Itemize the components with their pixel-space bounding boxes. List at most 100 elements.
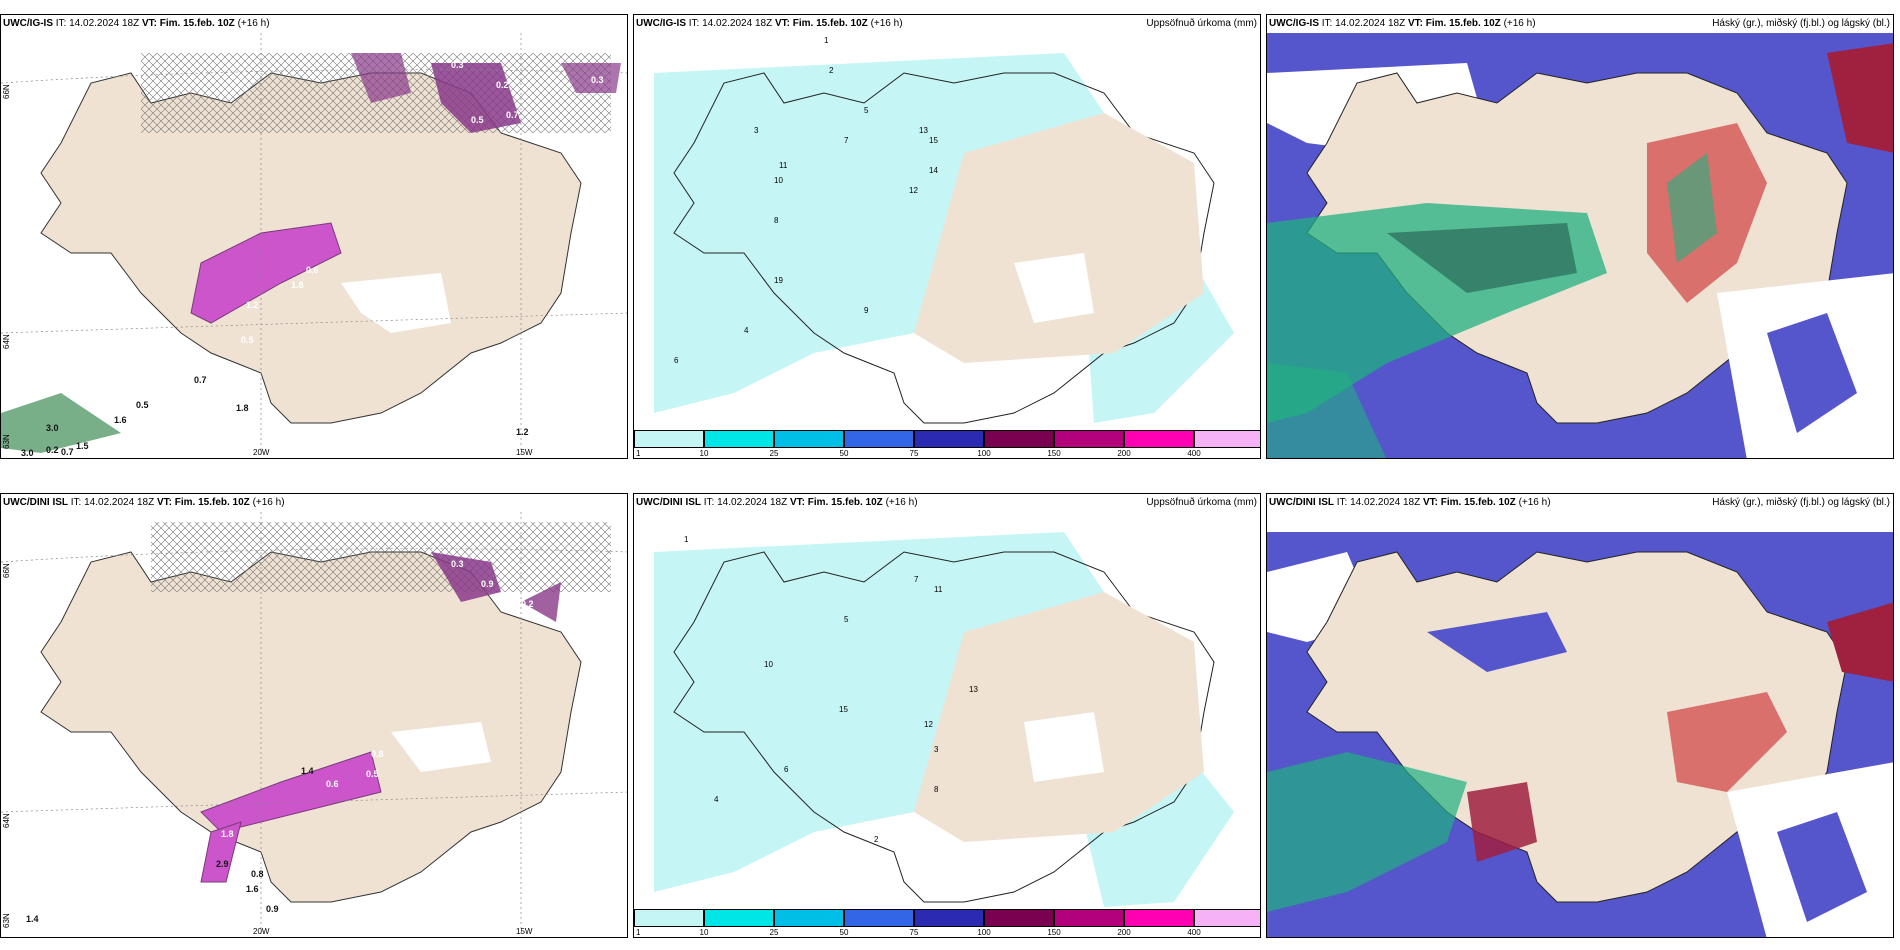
svg-text:0.3: 0.3: [451, 60, 464, 70]
svg-text:0.2: 0.2: [496, 80, 509, 90]
panel-title: UWC/IG-IS IT: 14.02.2024 18Z VT: Fim. 15…: [1269, 18, 1536, 29]
svg-text:1.2: 1.2: [516, 427, 529, 437]
svg-text:0.7: 0.7: [194, 375, 207, 385]
colorbar-cell: [774, 430, 844, 448]
svg-text:63N: 63N: [2, 913, 11, 928]
colorbar-cell: [1124, 909, 1194, 927]
map-panel-ig-wind: UWC/IG-IS IT: 14.02.2024 18Z VT: Fim. 15…: [0, 14, 628, 459]
svg-text:1.6: 1.6: [246, 884, 259, 894]
cloud-map: [1267, 512, 1893, 937]
svg-text:15W: 15W: [516, 448, 533, 457]
map-panel-dini-clouds: UWC/DINI ISL IT: 14.02.2024 18Z VT: Fim.…: [1266, 493, 1894, 938]
colorbar-cell: [774, 909, 844, 927]
svg-text:1.6: 1.6: [114, 415, 127, 425]
svg-text:0.6: 0.6: [326, 779, 339, 789]
colorbar-tick: 200: [1117, 928, 1131, 937]
svg-text:0.5: 0.5: [241, 335, 254, 345]
colorbar-cell: [1194, 430, 1260, 448]
svg-text:11: 11: [934, 585, 943, 594]
colorbar-tick: 50: [839, 928, 849, 937]
colorbar-cell: [1124, 430, 1194, 448]
precip-colorbar: 1 10 25 50 75 100 150 200 400: [634, 430, 1260, 458]
svg-text:3.0: 3.0: [21, 448, 34, 458]
colorbar-cell: [1054, 430, 1124, 448]
svg-text:3.0: 3.0: [46, 423, 59, 433]
precip-colorbar: 1 10 25 50 75 100 150 200 400: [634, 909, 1260, 937]
colorbar-tick: 10: [699, 928, 709, 937]
map-panel-ig-precip: UWC/IG-IS IT: 14.02.2024 18Z VT: Fim. 15…: [633, 14, 1261, 459]
svg-text:4: 4: [744, 326, 749, 335]
svg-text:1: 1: [824, 36, 829, 45]
svg-text:66N: 66N: [2, 84, 11, 99]
svg-text:0.2: 0.2: [46, 445, 59, 455]
svg-text:64N: 64N: [2, 334, 11, 349]
wind-snow-map: 66N 64N 63N 20W 15W 0.3 0.9 0.2 0.6 0.8 …: [1, 512, 627, 937]
svg-text:0.5: 0.5: [366, 769, 379, 779]
svg-text:1.5: 1.5: [76, 441, 89, 451]
svg-text:1: 1: [684, 535, 689, 544]
svg-text:6: 6: [674, 356, 679, 365]
panel-subtitle: Háský (gr.), miðský (fj.bl.) og lágský (…: [1712, 18, 1890, 29]
svg-text:20W: 20W: [253, 448, 270, 457]
colorbar-cell: [984, 430, 1054, 448]
colorbar-tick: 1: [636, 928, 641, 937]
colorbar-tick: 400: [1187, 928, 1201, 937]
svg-text:0.9: 0.9: [481, 579, 494, 589]
svg-text:0.7: 0.7: [61, 447, 74, 457]
colorbar-tick: 75: [909, 449, 919, 458]
svg-text:0.3: 0.3: [591, 75, 604, 85]
cloud-map: [1267, 33, 1893, 458]
map-panel-dini-precip: UWC/DINI ISL IT: 14.02.2024 18Z VT: Fim.…: [633, 493, 1261, 938]
svg-text:8: 8: [934, 785, 939, 794]
svg-text:0.7: 0.7: [506, 110, 519, 120]
svg-text:9: 9: [864, 306, 869, 315]
colorbar-cell: [844, 430, 914, 448]
svg-text:1.8: 1.8: [236, 403, 249, 413]
colorbar-cell: [844, 909, 914, 927]
panel-subtitle: Uppsöfnuð úrkoma (mm): [1146, 18, 1257, 29]
precip-map: 1 2 3 5 7 8 10 11 12 13 15 4 6: [634, 512, 1260, 912]
svg-text:8: 8: [774, 216, 779, 225]
svg-text:13: 13: [969, 685, 978, 694]
svg-text:0.8: 0.8: [371, 749, 384, 759]
svg-text:0.9: 0.9: [266, 904, 279, 914]
svg-text:7: 7: [844, 136, 849, 145]
colorbar-cell: [704, 909, 774, 927]
svg-text:1.2: 1.2: [246, 300, 259, 310]
colorbar-tick: 75: [909, 928, 919, 937]
colorbar-tick: 50: [839, 449, 849, 458]
colorbar-cell: [1054, 909, 1124, 927]
colorbar-tick: 100: [977, 449, 991, 458]
wind-snow-map: 66N 64N 63N 20W 15W 0.3 0.2 0.3 0.5 0.7 …: [1, 33, 627, 458]
colorbar-tick: 150: [1047, 928, 1061, 937]
svg-text:0.5: 0.5: [471, 115, 484, 125]
colorbar-cell: [704, 430, 774, 448]
panel-title: UWC/IG-IS IT: 14.02.2024 18Z VT: Fim. 15…: [3, 18, 270, 29]
svg-text:66N: 66N: [2, 563, 11, 578]
svg-text:0.2: 0.2: [521, 599, 534, 609]
svg-text:5: 5: [864, 106, 869, 115]
svg-text:4: 4: [714, 795, 719, 804]
svg-text:3: 3: [754, 126, 759, 135]
svg-text:13: 13: [919, 126, 928, 135]
map-canvas: 66N 64N 63N 20W 15W 0.3 0.9 0.2 0.6 0.8 …: [1, 512, 627, 937]
map-panel-ig-clouds: UWC/IG-IS IT: 14.02.2024 18Z VT: Fim. 15…: [1266, 14, 1894, 459]
svg-text:12: 12: [924, 720, 933, 729]
panel-subtitle: Háský (gr.), miðský (fj.bl.) og lágský (…: [1712, 497, 1890, 508]
colorbar-cell: [634, 909, 704, 927]
panel-title: UWC/DINI ISL IT: 14.02.2024 18Z VT: Fim.…: [636, 497, 918, 508]
svg-text:20W: 20W: [253, 927, 270, 936]
map-canvas: 66N 64N 63N 20W 15W 0.3 0.2 0.3 0.5 0.7 …: [1, 33, 627, 458]
colorbar-tick: 100: [977, 928, 991, 937]
svg-text:1.8: 1.8: [291, 280, 304, 290]
svg-text:10: 10: [764, 660, 773, 669]
svg-text:19: 19: [774, 276, 783, 285]
colorbar-tick: 400: [1187, 449, 1201, 458]
svg-text:2: 2: [829, 66, 834, 75]
map-canvas: [1267, 33, 1893, 458]
svg-text:2.9: 2.9: [216, 859, 229, 869]
panel-subtitle: Uppsöfnuð úrkoma (mm): [1146, 497, 1257, 508]
svg-text:10: 10: [774, 176, 783, 185]
svg-text:14: 14: [929, 166, 938, 175]
panel-title: UWC/IG-IS IT: 14.02.2024 18Z VT: Fim. 15…: [636, 18, 903, 29]
